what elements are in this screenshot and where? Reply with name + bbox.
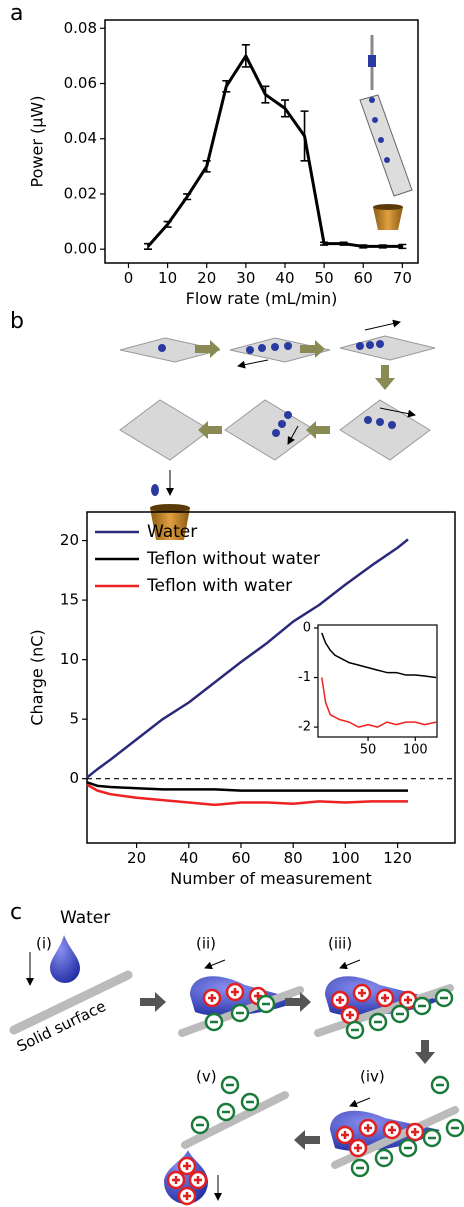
y-tick-label: 10	[60, 650, 79, 668]
series-line	[146, 54, 403, 248]
panel-label: a	[10, 1, 23, 26]
series-line	[321, 677, 437, 728]
y-tick-label: 0.08	[64, 19, 97, 37]
error-bar	[163, 220, 172, 228]
plot-frame	[86, 511, 456, 844]
y-axis-label: Power (μW)	[28, 96, 47, 188]
y-tick-label: 20	[60, 531, 79, 549]
charge-sign	[388, 1126, 396, 1134]
charge-sign	[183, 1162, 191, 1170]
legend-label: Teflon with water	[146, 576, 292, 596]
x-tick-label: 0	[124, 269, 134, 287]
step-label: (ii)	[196, 935, 216, 953]
error-bar	[359, 244, 368, 249]
charge-sign	[208, 994, 216, 1002]
step-label: (iv)	[360, 1068, 385, 1086]
step-label: (v)	[196, 1068, 217, 1086]
error-bar	[398, 243, 407, 250]
y-tick-label: -2	[298, 720, 311, 735]
error-bar	[183, 193, 192, 201]
water-label: Water	[60, 908, 110, 928]
charge-sign	[336, 996, 344, 1004]
x-tick-label: 30	[236, 269, 255, 287]
x-tick-label: 50	[315, 269, 334, 287]
panel-label: c	[10, 900, 22, 925]
charge-sign	[231, 988, 239, 996]
x-axis-label: Number of measurement	[170, 869, 372, 888]
error-bar	[339, 241, 348, 246]
charge-sign	[341, 1131, 349, 1139]
y-tick-label: 0.02	[64, 184, 97, 202]
legend-label: Teflon without water	[146, 549, 320, 569]
error-bar	[241, 44, 250, 68]
plot-frame	[317, 624, 438, 738]
x-tick-label: 40	[275, 269, 294, 287]
y-tick-label: 0	[69, 769, 79, 787]
plot-frame	[104, 19, 419, 264]
series-line	[321, 632, 437, 679]
error-bar	[320, 241, 329, 246]
charge-sign	[194, 1176, 202, 1184]
charge-sign	[404, 996, 412, 1004]
charge-sign	[172, 1176, 180, 1184]
y-tick-label: 0	[303, 620, 311, 635]
x-tick-label: 50	[360, 743, 377, 758]
error-bar	[222, 79, 231, 93]
process-schematic	[119, 319, 436, 540]
charge-sign	[254, 992, 262, 1000]
x-tick-label: 120	[383, 849, 412, 867]
schematic-arrows	[195, 340, 395, 439]
x-tick-label: 70	[393, 269, 412, 287]
charge-sign	[364, 1124, 372, 1132]
x-tick-label: 60	[231, 849, 250, 867]
error-bar	[144, 242, 153, 250]
y-tick-label: 5	[69, 710, 79, 728]
charge-sign	[346, 1011, 354, 1019]
step-label: (iii)	[328, 935, 352, 953]
y-tick-label: 0.04	[64, 129, 97, 147]
y-tick-label: -1	[298, 670, 311, 685]
series-line	[86, 783, 409, 807]
charge-sign	[183, 1192, 191, 1200]
series-line	[86, 781, 409, 792]
y-tick-label: 0.00	[64, 240, 97, 258]
x-tick-label: 10	[158, 269, 177, 287]
y-tick-label: 15	[60, 591, 79, 609]
y-axis-label: Charge (nC)	[28, 629, 47, 725]
charge-sign	[381, 994, 389, 1002]
error-bar	[280, 99, 289, 118]
x-tick-label: 20	[127, 849, 146, 867]
error-bar	[202, 160, 211, 173]
setup-illustration	[359, 35, 413, 230]
legend-label: Water	[147, 522, 197, 542]
y-tick-label: 0.06	[64, 74, 97, 92]
x-tick-label: 60	[354, 269, 373, 287]
charge-sign	[354, 1144, 362, 1152]
error-bar	[378, 244, 387, 249]
x-tick-label: 100	[403, 743, 428, 758]
series-line	[86, 538, 409, 779]
error-bar	[300, 110, 309, 162]
x-tick-label: 80	[284, 849, 303, 867]
x-tick-label: 100	[331, 849, 360, 867]
step-label: (i)	[36, 935, 52, 953]
x-axis-label: Flow rate (mL/min)	[186, 289, 338, 308]
charge-sign	[411, 1128, 419, 1136]
error-bar	[261, 85, 270, 104]
mechanism-diagram: Water (i) (ii) (iii) (iv) (v) Solid surf…	[9, 908, 464, 1206]
x-tick-label: 20	[197, 269, 216, 287]
charge-sign	[358, 989, 366, 997]
x-tick-label: 40	[179, 849, 198, 867]
panel-label: b	[10, 309, 24, 334]
